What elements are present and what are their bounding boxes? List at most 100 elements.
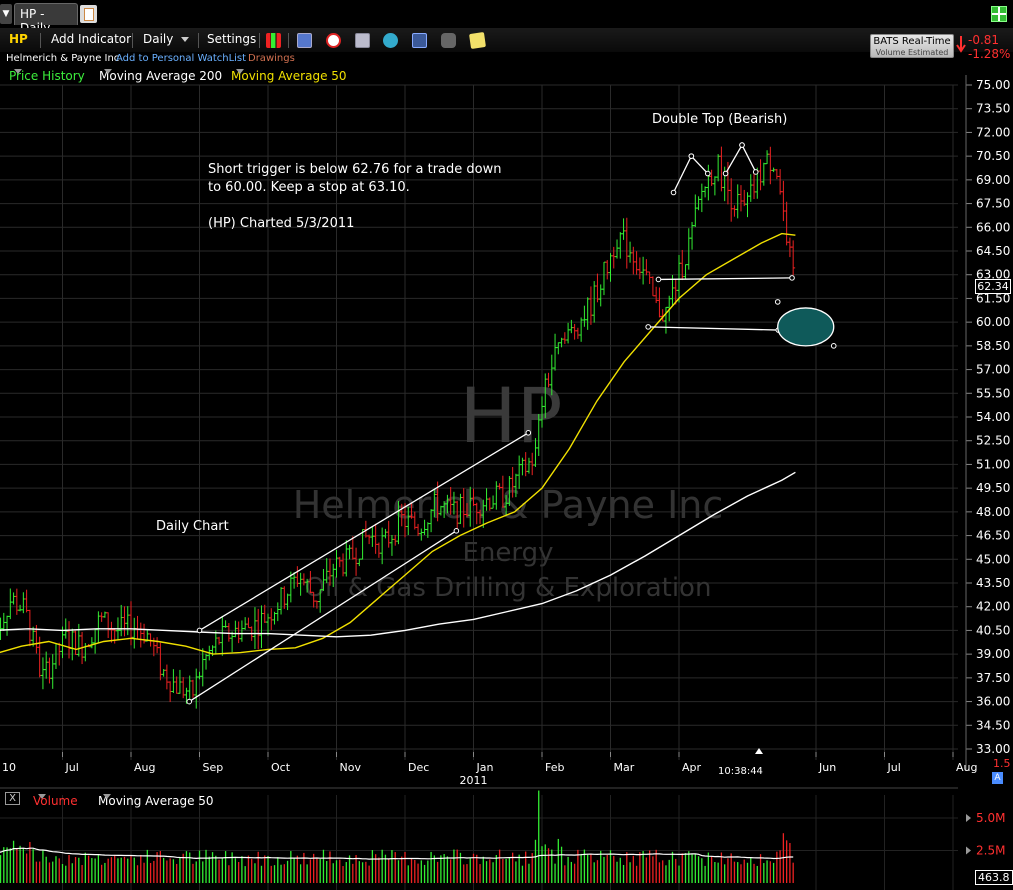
y-tick-label: 40.50 <box>976 623 1010 637</box>
y-tick-label: 73.50 <box>976 102 1010 116</box>
annotations: Double Top (Bearish) Short trigger is be… <box>156 112 787 534</box>
chart-style-icon[interactable] <box>266 33 281 48</box>
x-tick-label: Feb <box>545 761 564 774</box>
chart-tab[interactable]: HP - Daily <box>14 3 78 35</box>
chevron-down-icon <box>14 69 22 74</box>
target-zone-handle <box>774 299 781 305</box>
close-icon[interactable]: X <box>5 792 20 805</box>
price-history-label: Price History <box>9 69 85 83</box>
trendlines <box>186 142 837 705</box>
x-tick-label: Jan <box>476 761 494 774</box>
volume-tick-marker <box>966 814 971 822</box>
charted-note: (HP) Charted 5/3/2011 <box>208 216 354 231</box>
chevron-down-icon <box>104 69 112 74</box>
x-tick-label: Mar <box>614 761 635 774</box>
ma200-line <box>0 471 796 638</box>
pattern-label: Double Top (Bearish) <box>652 112 787 127</box>
x-tick-label: Dec <box>408 761 429 774</box>
volume-series <box>0 790 794 883</box>
y-tick-label: 69.00 <box>976 173 1010 187</box>
x-tick-label: Jul <box>65 761 79 774</box>
volume-grid <box>0 817 958 851</box>
y-tick-label: 48.00 <box>976 505 1010 519</box>
trendline-handle <box>525 430 532 436</box>
target-zone <box>777 307 835 347</box>
price-change-percent: -1.28% <box>968 47 1011 61</box>
ma50-label: Moving Average 50 <box>231 69 347 83</box>
trendline <box>648 326 779 331</box>
y-tick-label: 39.00 <box>976 647 1010 661</box>
trendline <box>672 155 692 193</box>
price-change: -0.81 <box>968 33 1000 47</box>
price-grid <box>0 84 958 890</box>
scroll-marker-icon[interactable] <box>755 748 763 754</box>
x-tick-label: Oct <box>271 761 291 774</box>
volume-axis: 5.0M 2.5M <box>966 811 1005 858</box>
toolbar-divider <box>132 33 133 48</box>
new-tab-icon[interactable] <box>80 5 97 23</box>
realtime-label: BATS Real-Time <box>873 36 951 47</box>
watermark: HP Helmerich & Payne Inc Energy Oil & Ga… <box>293 371 724 603</box>
chevron-down-icon <box>181 37 190 42</box>
company-header: Helmerich & Payne Inc Add to Personal Wa… <box>0 52 870 66</box>
save-icon[interactable] <box>297 33 312 48</box>
tab-bar: ▼ HP - Daily <box>0 0 1013 35</box>
trendline <box>741 144 757 173</box>
realtime-badge: BATS Real-Time Volume Estimated <box>870 34 954 58</box>
tab-menu-button[interactable]: ▼ <box>0 4 12 24</box>
date-axis: 10 Jul Aug Sep Oct Nov Dec Jan Feb Mar Apr Jun Jul Au… <box>2 752 977 787</box>
ma50-line <box>0 232 796 655</box>
facebook-icon[interactable] <box>412 33 427 48</box>
y-tick-label: 49.50 <box>976 481 1010 495</box>
x-tick-label: Jun <box>818 761 836 774</box>
layout-grid-icon[interactable] <box>991 6 1007 22</box>
x-tick-label: 10 <box>2 761 16 774</box>
trendline <box>188 530 457 703</box>
y-tick-label: 43.50 <box>976 576 1010 590</box>
y-tick-label: 57.00 <box>976 363 1010 377</box>
add-watchlist-link[interactable]: Add to Personal WatchList <box>116 53 247 64</box>
trendline-handle <box>186 698 193 705</box>
y-tick-label: 60.00 <box>976 315 1010 329</box>
trendline-handle <box>453 528 460 534</box>
copy-icon[interactable] <box>355 33 370 48</box>
settings-button[interactable]: Settings <box>207 32 257 46</box>
drawings-link[interactable]: Drawings <box>248 53 295 64</box>
trendline-handle <box>789 275 795 281</box>
add-indicator-button[interactable]: Add Indicator <box>51 32 132 46</box>
volume-ma-line <box>0 847 794 860</box>
moving-averages <box>0 232 796 655</box>
indicator-legend: Price History Moving Average 200 Moving … <box>0 67 870 83</box>
y-tick-label: 45.00 <box>976 552 1010 566</box>
timeframe-dropdown[interactable]: Daily <box>143 32 190 46</box>
chevron-down-icon <box>38 794 46 799</box>
y-tick-label: 36.00 <box>976 695 1010 709</box>
trendline-handle <box>688 153 695 159</box>
trendline-handle <box>196 627 203 634</box>
x-tick-label: Apr <box>682 761 702 774</box>
symbol-field[interactable]: HP <box>9 32 28 46</box>
twitter-icon[interactable] <box>383 33 398 48</box>
trendline <box>690 155 709 174</box>
y-tick-label: 34.50 <box>976 718 1010 732</box>
y-tick-label: 72.00 <box>976 125 1010 139</box>
ma200-label: Moving Average 200 <box>99 69 223 83</box>
last-price-tag: 62.34 <box>975 279 1011 294</box>
down-arrow-icon <box>956 36 966 53</box>
x-tick-label: Jul <box>887 761 901 774</box>
x-tick-label: Aug <box>956 761 977 774</box>
y-tick-label: 42.00 <box>976 600 1010 614</box>
alarm-clock-icon[interactable] <box>326 33 341 48</box>
trendline-handle <box>655 276 662 283</box>
y-tick-label: 58.50 <box>976 339 1010 353</box>
x-tick-label: Sep <box>203 761 224 774</box>
price-series <box>0 146 796 709</box>
camera-icon[interactable] <box>441 33 456 48</box>
y-tick-label: 61.50 <box>976 291 1010 305</box>
trigger-note-line1: Short trigger is below 62.76 for a trade… <box>208 162 501 177</box>
y-tick-label: 66.00 <box>976 220 1010 234</box>
daily-chart-label: Daily Chart <box>156 519 229 534</box>
auto-scale-badge[interactable]: A <box>992 772 1003 784</box>
y-tick-label: 54.00 <box>976 410 1010 424</box>
